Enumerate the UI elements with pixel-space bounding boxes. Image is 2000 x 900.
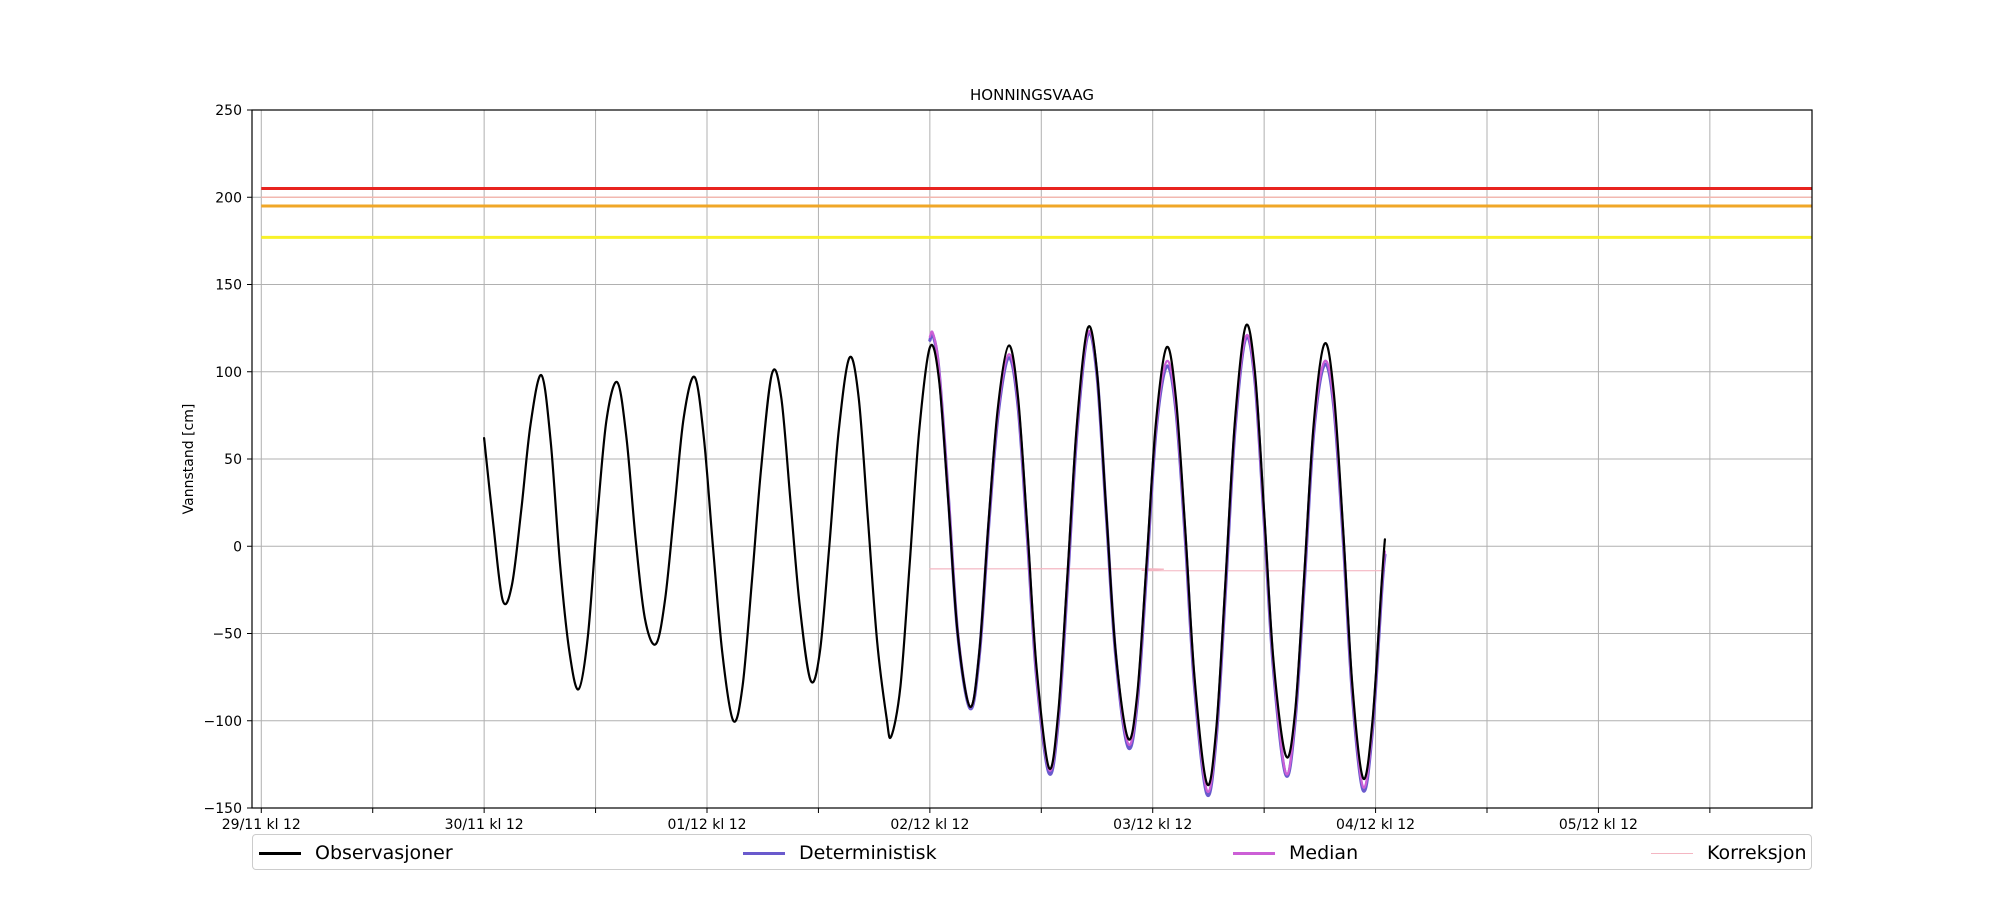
y-tick-label: −100 [204,714,242,730]
x-tick-label: 02/12 kl 12 [890,817,969,833]
y-axis-label: Vannstand [cm] [181,404,197,515]
series-lines [483,323,1387,798]
y-tick-label: 50 [224,452,242,468]
legend-swatch-correction [1651,852,1693,854]
series-line-observasjoner [483,323,1386,787]
legend-item-observations: Observasjoner [259,835,453,871]
x-tick-label: 03/12 kl 12 [1113,817,1192,833]
legend-swatch-observations [259,851,301,855]
y-tick-label: 250 [215,103,242,119]
axes [247,109,1813,813]
legend-label-correction: Korreksjon [1707,842,1807,864]
legend-item-correction: Korreksjon [1651,835,1807,871]
legend: Observasjoner Deterministisk Median Korr… [252,834,1812,870]
y-tick-label: 100 [215,365,242,381]
x-tick-label: 05/12 kl 12 [1559,817,1638,833]
y-tick-label: 150 [215,278,242,294]
plot-frame [251,109,1813,809]
chart-title: HONNINGSVAAG [970,86,1094,104]
legend-label-median: Median [1289,842,1359,864]
legend-label-observations: Observasjoner [315,842,453,864]
series-line-korreksjon [929,568,1386,572]
legend-swatch-median [1233,851,1275,855]
x-tick-label: 04/12 kl 12 [1336,817,1415,833]
tick-labels: −150 −100 −50 0 50 100 150 200 250 29/11 kl 12 30/… [204,103,1638,833]
legend-item-median: Median [1233,835,1358,871]
y-tick-label: 0 [233,539,242,555]
y-tick-label: −50 [212,627,242,643]
x-tick-label: 29/11 kl 12 [222,817,301,833]
legend-swatch-deterministic [743,851,785,855]
threshold-lines [261,187,1812,239]
y-tick-label: 200 [215,190,242,206]
y-tick-label: −150 [204,801,242,817]
x-tick-label: 01/12 kl 12 [667,817,746,833]
legend-item-deterministic: Deterministisk [743,835,937,871]
x-tick-label: 30/11 kl 12 [445,817,524,833]
legend-label-deterministic: Deterministisk [799,842,937,864]
